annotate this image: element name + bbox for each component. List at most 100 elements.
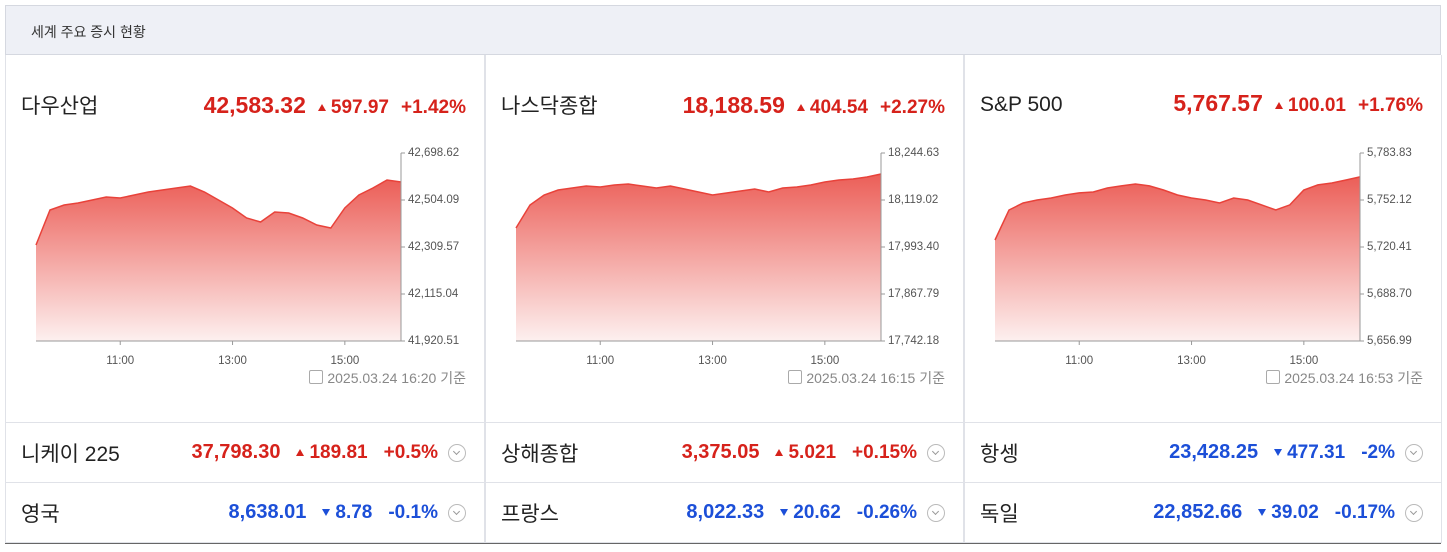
timestamp-basis: 기준 <box>440 370 466 386</box>
calendar-icon <box>309 370 324 384</box>
calendar-icon <box>1266 370 1281 384</box>
x-tick-label: 15:00 <box>810 355 839 367</box>
change-rate: -2% <box>1361 442 1395 463</box>
index-panel: S&P 500 5,767.57 100.01 +1.76% 5,656.99 5,688… <box>964 55 1442 423</box>
change-value: 597.97 <box>330 97 390 118</box>
header: 세계 주요 증시 현황 <box>5 5 1441 55</box>
ticker-name: 프랑스 <box>501 502 559 526</box>
index-summary: 다우산업 42,583.32 597.97 +1.42% <box>21 90 466 120</box>
expand-button[interactable] <box>927 443 945 462</box>
quote: 8,022.33 20.62 -0.26% <box>686 501 917 524</box>
change: 404.54 <box>796 97 869 119</box>
y-tick-label: 17,742.18 <box>888 335 939 347</box>
price-line <box>35 179 402 246</box>
y-tick-label: 18,119.02 <box>888 194 938 206</box>
change-value: 5.021 <box>788 442 837 463</box>
ticker-name: 항셍 <box>980 442 1019 466</box>
change-value: 404.54 <box>809 97 869 118</box>
change-rate: +2.27% <box>880 97 945 118</box>
direction-arrow <box>1258 509 1267 516</box>
direction-arrow <box>296 449 305 456</box>
y-tick-label: 42,698.62 <box>408 147 459 159</box>
expand-button[interactable] <box>448 503 466 522</box>
price: 3,375.05 <box>681 441 760 463</box>
timestamp: 2025.03.24 16:15 기준 <box>788 368 945 388</box>
timestamp: 2025.03.24 16:53 기준 <box>1266 368 1423 388</box>
timestamp: 2025.03.24 16:20 기준 <box>309 368 466 388</box>
change-rate: +0.5% <box>383 442 438 463</box>
price: 18,188.59 <box>682 92 785 118</box>
area-fill <box>995 176 1360 341</box>
index-chart: 5,656.99 5,688.70 5,720.41 5,752.12 5,783.83… <box>994 147 1412 367</box>
change-rate: -0.26% <box>856 502 917 523</box>
calendar-icon <box>788 370 803 384</box>
ticker-name: 독일 <box>980 502 1019 526</box>
x-tick-label: 13:00 <box>218 355 247 367</box>
index-name: 나스닥종합 <box>501 95 598 118</box>
area-fill <box>36 180 401 341</box>
change-value: 8.78 <box>335 502 373 523</box>
ticker-name: 상해종합 <box>501 442 579 466</box>
y-tick-label: 41,920.51 <box>408 335 459 347</box>
change-rate: -0.1% <box>388 502 438 523</box>
ticker-row: 독일 22,852.66 39.02 -0.17% <box>964 483 1442 543</box>
x-tick-label: 11:00 <box>586 355 614 367</box>
timestamp-basis: 기준 <box>1397 370 1423 386</box>
quote: 3,375.05 5.021 +0.15% <box>682 441 917 464</box>
bottom-border <box>5 542 1441 544</box>
quote: 8,638.01 8.78 -0.1% <box>229 501 438 524</box>
quote: 5,767.57 100.01 +1.76% <box>1173 90 1423 117</box>
change-rate: +1.76% <box>1358 95 1423 116</box>
header-title: 세계 주요 증시 현황 <box>31 24 146 40</box>
direction-arrow <box>796 104 805 111</box>
quote: 18,188.59 404.54 +2.27% <box>683 92 945 119</box>
x-tick-label: 13:00 <box>1177 355 1206 367</box>
ticker-row: 항셍 23,428.25 477.31 -2% <box>964 423 1442 483</box>
index-panel: 나스닥종합 18,188.59 404.54 +2.27% 17,742.18 17,86… <box>485 55 964 423</box>
x-tick-label: 11:00 <box>106 355 134 367</box>
change: 39.02 <box>1258 502 1319 524</box>
quote: 22,852.66 39.02 -0.17% <box>1153 501 1395 524</box>
ticker-row: 영국 8,638.01 8.78 -0.1% <box>5 483 485 543</box>
ticker-row: 프랑스 8,022.33 20.62 -0.26% <box>485 483 964 543</box>
y-tick-label: 17,993.40 <box>888 241 939 253</box>
y-tick-label: 17,867.79 <box>888 288 939 300</box>
index-summary: S&P 500 5,767.57 100.01 +1.76% <box>980 90 1423 117</box>
y-tick-label: 5,656.99 <box>1367 335 1412 347</box>
change: 189.81 <box>296 442 368 464</box>
x-tick-label: 15:00 <box>1289 355 1318 367</box>
x-tick-label: 15:00 <box>330 355 359 367</box>
price: 42,583.32 <box>203 92 306 118</box>
direction-arrow <box>317 104 326 111</box>
price-line <box>515 173 882 229</box>
ticker-row: 상해종합 3,375.05 5.021 +0.15% <box>485 423 964 483</box>
x-tick-label: 11:00 <box>1065 355 1093 367</box>
x-tick-label: 13:00 <box>698 355 727 367</box>
expand-button[interactable] <box>448 443 466 462</box>
expand-button[interactable] <box>1405 443 1423 462</box>
area-fill <box>516 174 881 341</box>
price: 22,852.66 <box>1153 501 1243 523</box>
change: 597.97 <box>317 97 390 119</box>
change-rate: +1.42% <box>401 97 466 118</box>
price: 5,767.57 <box>1173 90 1263 116</box>
change-rate: -0.17% <box>1334 502 1395 523</box>
direction-arrow <box>1274 449 1283 456</box>
index-name: S&P 500 <box>980 93 1063 116</box>
y-tick-label: 5,783.83 <box>1367 147 1412 159</box>
change-value: 189.81 <box>309 442 368 463</box>
price-line <box>994 176 1361 241</box>
timestamp-time: 2025.03.24 16:53 <box>1284 370 1394 386</box>
change-value: 477.31 <box>1287 442 1346 463</box>
index-chart: 41,920.51 42,115.04 42,309.57 42,504.09 42,6… <box>35 147 459 367</box>
expand-button[interactable] <box>1405 503 1423 522</box>
ticker-name: 영국 <box>21 502 60 526</box>
index-name: 다우산업 <box>21 95 99 118</box>
ticker-name: 니케이 225 <box>21 442 120 466</box>
price: 8,638.01 <box>228 501 307 523</box>
direction-arrow <box>322 509 331 516</box>
index-chart: 17,742.18 17,867.79 17,993.40 18,119.02 18,2… <box>515 147 939 367</box>
quote: 37,798.30 189.81 +0.5% <box>191 441 438 464</box>
ticker-row: 니케이 225 37,798.30 189.81 +0.5% <box>5 423 485 483</box>
expand-button[interactable] <box>927 503 945 522</box>
